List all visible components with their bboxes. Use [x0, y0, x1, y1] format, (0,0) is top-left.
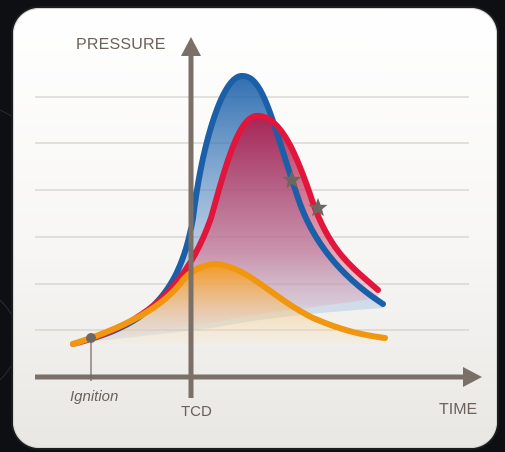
star-markers [282, 170, 328, 217]
axes [35, 37, 482, 398]
tcd-label: TCD [181, 403, 212, 420]
y-axis-label: PRESSURE [76, 36, 166, 53]
curve-areas [73, 75, 385, 344]
star-marker [282, 170, 302, 189]
ignition-dot [86, 333, 96, 343]
x-axis-label: TIME [439, 401, 478, 418]
orange-curve-area [73, 264, 385, 344]
ignition-label: Ignition [70, 388, 119, 405]
diagram-card: PRESSURE TIME TCD Ignition [13, 8, 497, 448]
ignition-marker [86, 333, 96, 381]
orange-curve [70, 261, 388, 347]
curves [70, 73, 388, 347]
x-axis-arrow [463, 367, 482, 387]
y-axis-arrow [181, 37, 201, 56]
star-marker [308, 198, 328, 217]
pressure-time-diagram [35, 37, 482, 398]
